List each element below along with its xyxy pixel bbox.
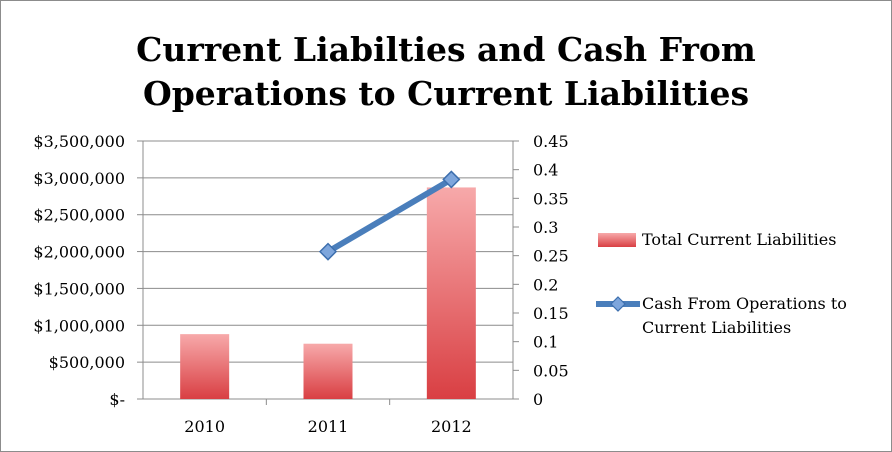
line-cash-from-operations [326, 176, 453, 255]
x-axis-tick-label: 2012 [431, 417, 472, 436]
legend-label-cash-from-operations: Cash From Operations to Current Liabilit… [642, 294, 847, 337]
right-axis-tick-label: 0.25 [533, 247, 569, 266]
legend-swatch-total-current-liabilities [598, 233, 636, 247]
right-axis-tick-label: 0 [533, 390, 543, 409]
bar-total-current-liabilities [303, 343, 353, 399]
x-axis-tick-label: 2010 [184, 417, 225, 436]
left-axis-tick-label: $- [109, 390, 125, 409]
right-axis-tick-label: 0.1 [533, 333, 558, 352]
left-axis-tick-label: $3,500,000 [33, 132, 125, 151]
right-axis-tick-label: 0.15 [533, 304, 569, 323]
bar-total-current-liabilities [180, 334, 230, 399]
bar-total-current-liabilities [426, 187, 476, 399]
left-axis-tick-label: $500,000 [49, 353, 125, 372]
point-cash-from-operations [318, 242, 338, 261]
left-axis-tick-label: $3,000,000 [33, 169, 125, 188]
point-cash-from-operations [442, 170, 461, 189]
legend-marker-cash-from-operations [610, 296, 626, 312]
chart-title-line-1: Current Liabilties and Cash From [136, 30, 756, 69]
right-axis-tick-label: 0.4 [533, 161, 558, 180]
chart-title-line-2: Operations to Current Liabilities [142, 74, 750, 113]
right-axis-tick-label: 0.45 [533, 132, 569, 151]
right-axis-tick-label: 0.05 [533, 361, 569, 380]
left-axis-tick-label: $2,000,000 [33, 243, 125, 262]
legend-label-total-current-liabilities: Total Current Liabilities [642, 230, 837, 249]
left-axis-tick-label: $1,000,000 [33, 316, 125, 335]
left-axis-tick-label: $1,500,000 [33, 279, 125, 298]
right-axis-tick-label: 0.3 [533, 218, 558, 237]
right-axis-tick-label: 0.35 [533, 189, 569, 208]
x-axis-tick-label: 2011 [308, 417, 349, 436]
right-axis-tick-label: 0.2 [533, 275, 558, 294]
left-axis-tick-label: $2,500,000 [33, 206, 125, 225]
